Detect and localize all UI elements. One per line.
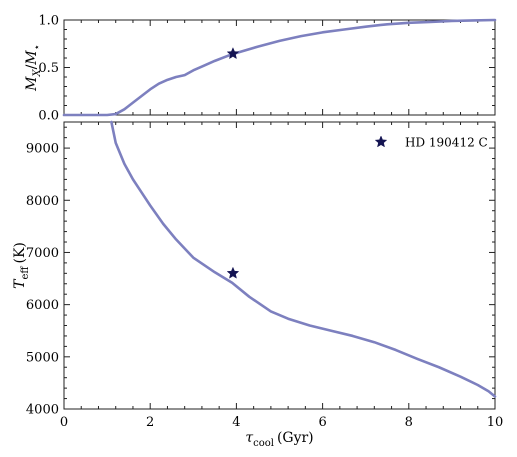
y-tick-label: 9000 bbox=[26, 142, 59, 157]
top-y-axis-label: MX/M⋆ bbox=[24, 44, 43, 92]
bottom-ticks bbox=[63, 122, 496, 410]
y-tick-label: 1.0 bbox=[38, 14, 59, 29]
x-tick-label: 4 bbox=[232, 415, 240, 430]
legend-star-icon bbox=[374, 135, 388, 148]
y-tick-label: 4000 bbox=[26, 403, 59, 418]
legend: HD 190412 C bbox=[374, 135, 488, 150]
bottom-plot-frame bbox=[63, 121, 496, 410]
star-marker bbox=[226, 47, 240, 60]
top-ticks bbox=[63, 19, 496, 116]
top-series-line bbox=[62, 18, 497, 117]
top-panel: 0.0 0.5 1.0 MX/M⋆ bbox=[24, 14, 497, 124]
bottom-markers bbox=[226, 266, 240, 279]
y-tick-label: 0.5 bbox=[38, 61, 59, 76]
y-tick-label: 8000 bbox=[26, 194, 59, 209]
legend-label: HD 190412 C bbox=[405, 136, 488, 150]
top-y-tick-labels: 0.0 0.5 1.0 bbox=[38, 14, 59, 124]
x-tick-label: 0 bbox=[60, 415, 68, 430]
bottom-series-line bbox=[110, 120, 497, 398]
y-tick-label: 7000 bbox=[26, 246, 59, 261]
y-tick-label: 5000 bbox=[26, 350, 59, 365]
top-markers bbox=[226, 47, 240, 60]
bottom-y-axis-label: Teff(K) bbox=[12, 242, 31, 289]
bottom-x-tick-labels: 0 2 4 6 8 10 bbox=[60, 415, 503, 430]
star-marker bbox=[226, 266, 240, 279]
x-tick-label: 8 bbox=[405, 415, 413, 430]
top-plot-frame bbox=[63, 19, 496, 116]
x-axis-label: τcool (Gyr) bbox=[245, 430, 313, 449]
bottom-panel: 4000 5000 6000 7000 8000 9000 0 2 4 6 8 10 HD 1904… bbox=[12, 120, 503, 449]
x-tick-label: 6 bbox=[318, 415, 326, 430]
bottom-y-tick-labels: 4000 5000 6000 7000 8000 9000 bbox=[26, 142, 59, 418]
y-tick-label: 0.0 bbox=[38, 109, 59, 124]
x-tick-label: 10 bbox=[487, 415, 504, 430]
y-tick-label: 6000 bbox=[26, 298, 59, 313]
x-tick-label: 2 bbox=[146, 415, 154, 430]
